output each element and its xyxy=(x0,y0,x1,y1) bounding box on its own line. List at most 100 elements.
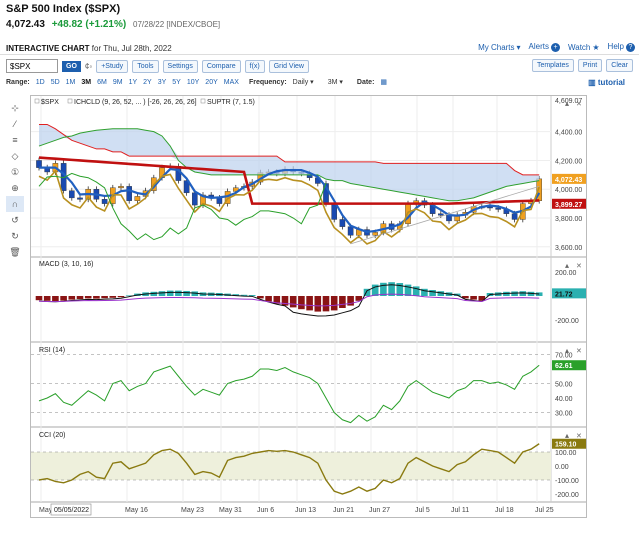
macd-histogram-bar xyxy=(355,296,363,301)
macd-histogram-bar xyxy=(306,296,313,311)
macd-histogram-bar xyxy=(60,296,67,301)
range-9m[interactable]: 9M xyxy=(112,78,123,86)
range-3y[interactable]: 3Y xyxy=(157,78,167,86)
chart-canvas[interactable]: 4,609.07 4,400.00 4,200.00 4,000.00 3,800.00… xyxy=(31,96,586,517)
range-5y[interactable]: 5Y xyxy=(172,78,181,86)
templates-button[interactable]: Templates xyxy=(531,59,574,72)
symbol-input[interactable] xyxy=(6,59,58,73)
rsi-tag-text: 62.61 xyxy=(555,363,573,370)
my-charts-link[interactable]: My Charts xyxy=(478,42,515,52)
macd-histogram-bar xyxy=(363,288,371,296)
macd-histogram-bar xyxy=(101,296,108,299)
frequency-select[interactable]: Daily ▾ xyxy=(292,79,314,86)
add-study-button[interactable]: +Study xyxy=(96,59,129,73)
range-2y[interactable]: 2Y xyxy=(143,78,152,86)
settings-button[interactable]: Settings xyxy=(162,59,198,73)
candle-body xyxy=(216,197,223,204)
price-change: +48.82 (+1.21%) xyxy=(51,19,127,30)
macd-tick-label: -200.00 xyxy=(555,318,579,325)
price-tick-label: 3,800.00 xyxy=(555,216,582,223)
last-price-tag xyxy=(552,173,586,184)
cci-tick-label: -200.00 xyxy=(555,492,579,499)
grid-view-button[interactable]: Grid View xyxy=(268,59,309,73)
trash-icon[interactable]: 🗑 xyxy=(9,247,21,257)
supertrend-tag-text: 3,899.27 xyxy=(555,202,582,209)
range-max[interactable]: MAX xyxy=(223,78,239,86)
macd-histogram-bar xyxy=(52,296,59,302)
ichimoku-cloud xyxy=(39,124,540,201)
macd-histogram-bar xyxy=(175,290,182,296)
x-axis-label: Jun 21 xyxy=(333,507,354,514)
undo-icon[interactable]: ↺ xyxy=(11,215,19,225)
senkou-span-a xyxy=(39,123,540,176)
macd-histogram-bar xyxy=(380,282,387,296)
print-button[interactable]: Print xyxy=(577,59,603,72)
redo-icon[interactable]: ↻ xyxy=(11,231,19,241)
fx-button[interactable]: f(x) xyxy=(244,59,265,73)
measure-icon[interactable]: ⊕ xyxy=(11,183,19,193)
senkou-span-b xyxy=(38,128,540,202)
toolbar: GO ¢◦ +Study Tools Settings Compare f(x)… xyxy=(6,59,309,73)
candle-body xyxy=(347,226,354,236)
drawing-toolbar: ⊹ ⁄ ≡ ◇ ① ⊕ ∩ ↺ ↻ 🗑 xyxy=(6,100,24,260)
alerts-link[interactable]: Alerts + xyxy=(529,42,560,52)
macd-histogram-bar xyxy=(396,283,404,296)
rsi-line xyxy=(38,364,540,424)
compare-button[interactable]: Compare xyxy=(201,59,241,73)
period-select[interactable]: 3M ▾ xyxy=(327,79,343,86)
crosshair-icon[interactable]: ⊹ xyxy=(11,103,19,113)
range-1y[interactable]: 1Y xyxy=(128,78,138,86)
candle-body xyxy=(372,232,379,236)
macd-histogram-bar xyxy=(462,296,469,299)
range-1d[interactable]: 1D xyxy=(35,78,45,86)
macd-histogram-bar xyxy=(191,291,199,296)
price-tick-label: 4,400.00 xyxy=(555,130,582,137)
magnet-icon[interactable]: ∩ xyxy=(6,196,24,212)
tools-button[interactable]: Tools xyxy=(132,59,159,73)
range-6m[interactable]: 6M xyxy=(97,78,107,86)
macd-histogram-bar xyxy=(117,296,125,298)
range-3m[interactable]: 3M xyxy=(81,78,92,86)
toolbar-right: Templates Print Clear xyxy=(531,59,633,72)
macd-histogram-bar xyxy=(158,291,166,296)
macd-histogram-bar xyxy=(330,296,338,311)
top-links: My Charts ▾ Alerts + Watch ★ Help? xyxy=(478,42,635,52)
chevron-down-icon[interactable]: ▾ xyxy=(516,42,521,52)
range-20y[interactable]: 20Y xyxy=(205,78,218,86)
tutorial-link[interactable]: ▥ tutorial xyxy=(588,78,625,87)
range-10y[interactable]: 10Y xyxy=(186,78,200,86)
rsi-tick-label: 50.00 xyxy=(555,382,573,389)
x-axis-label: Jul 18 xyxy=(495,507,514,514)
macd-histogram-bar xyxy=(437,291,445,296)
macd-signal-line xyxy=(38,293,540,307)
calendar-icon[interactable]: ▦ xyxy=(380,79,388,86)
range-5d[interactable]: 5D xyxy=(50,78,60,86)
watch-link[interactable]: Watch ★ xyxy=(568,42,600,52)
x-axis-label: May 31 xyxy=(219,507,242,514)
help-link[interactable]: Help? xyxy=(608,42,635,52)
candle-body xyxy=(77,197,83,200)
cci-legend: CCI (20) xyxy=(39,432,65,439)
trendline xyxy=(350,185,540,245)
candle-body xyxy=(339,219,346,227)
page-title: S&P 500 Index ($SPX) xyxy=(6,3,121,15)
close-panel-icon: ✕ xyxy=(576,101,582,108)
x-axis-label: Jul 5 xyxy=(415,507,430,514)
candle-body xyxy=(232,187,239,192)
interactive-label: INTERACTIVE CHART xyxy=(6,44,90,53)
close-panel-icon: ✕ xyxy=(576,433,582,440)
macd-histogram-bar xyxy=(412,286,420,296)
fib-tool-icon[interactable]: ≡ xyxy=(12,135,18,145)
go-button[interactable]: GO xyxy=(62,60,81,72)
clear-button[interactable]: Clear xyxy=(606,59,633,72)
annotation-icon[interactable]: ① xyxy=(10,167,20,177)
macd-histogram-bar xyxy=(273,296,281,304)
line-tool-icon[interactable]: ⁄ xyxy=(14,119,16,129)
cci-tick-label: -100.00 xyxy=(555,478,579,485)
range-1m[interactable]: 1M xyxy=(65,78,76,86)
shape-tool-icon[interactable]: ◇ xyxy=(11,151,19,161)
x-axis-label: Jul 11 xyxy=(451,507,469,514)
legend-close-icon xyxy=(200,98,206,104)
price-tick-label: 4,200.00 xyxy=(555,158,582,165)
symbol-settings-icon[interactable]: ¢◦ xyxy=(84,61,93,71)
